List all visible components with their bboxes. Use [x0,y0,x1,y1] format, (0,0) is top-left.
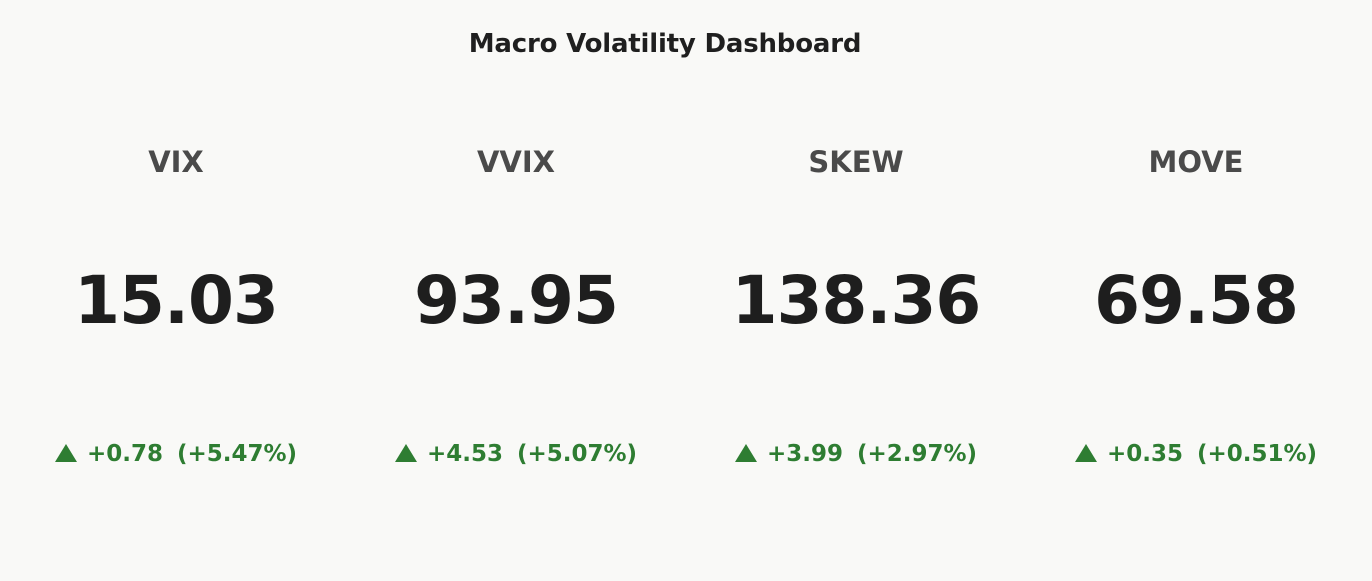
triangle-up-icon [54,444,77,462]
tile-value: 15.03 [74,262,279,339]
change-percent: (+5.47%) [176,441,298,467]
tile-value: 93.95 [414,262,619,339]
tile-change: +4.53 (+5.07%) [346,441,686,467]
tile-label: VIX [148,145,204,179]
tile-value: 69.58 [1094,262,1299,339]
tile-move: MOVE 69.58 +0.35 (+0.51%) [1026,0,1366,581]
tile-value: 138.36 [731,262,982,339]
tile-label: MOVE [1148,145,1244,179]
tile-label: SKEW [808,145,904,179]
triangle-up-icon [734,444,757,462]
change-percent: (+2.97%) [856,441,978,467]
change-absolute: +0.78 [86,441,163,467]
tile-skew: SKEW 138.36 +3.99 (+2.97%) [686,0,1026,581]
change-absolute: +4.53 [426,441,503,467]
tile-change: +0.35 (+0.51%) [1026,441,1366,467]
tile-change: +0.78 (+5.47%) [6,441,346,467]
page-title: Macro Volatility Dashboard [468,29,862,59]
tile-label: VVIX [476,145,556,179]
change-percent: (+0.51%) [1196,441,1318,467]
tile-change: +3.99 (+2.97%) [686,441,1026,467]
change-absolute: +0.35 [1106,441,1183,467]
tile-vix: VIX 15.03 +0.78 (+5.47%) [6,0,346,581]
triangle-up-icon [1074,444,1097,462]
change-percent: (+5.07%) [516,441,638,467]
tile-vvix: VVIX 93.95 +4.53 (+5.07%) [346,0,686,581]
triangle-up-icon [394,444,417,462]
change-absolute: +3.99 [766,441,843,467]
